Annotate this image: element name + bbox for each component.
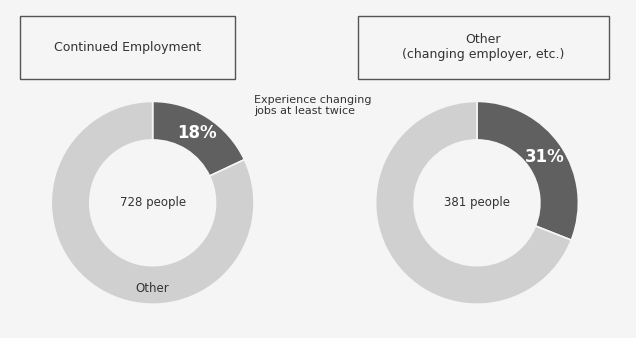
Wedge shape	[153, 101, 244, 176]
Text: Other: Other	[135, 283, 170, 295]
Text: 381 people: 381 people	[444, 196, 510, 209]
Text: 18%: 18%	[177, 124, 216, 142]
Text: Other
(changing employer, etc.): Other (changing employer, etc.)	[402, 33, 565, 61]
Wedge shape	[477, 101, 578, 240]
Text: 31%: 31%	[525, 148, 565, 166]
Wedge shape	[52, 101, 254, 304]
Wedge shape	[376, 101, 571, 304]
Text: Experience changing
jobs at least twice: Experience changing jobs at least twice	[254, 95, 372, 116]
Text: 728 people: 728 people	[120, 196, 186, 209]
Text: Continued Employment: Continued Employment	[53, 41, 201, 54]
